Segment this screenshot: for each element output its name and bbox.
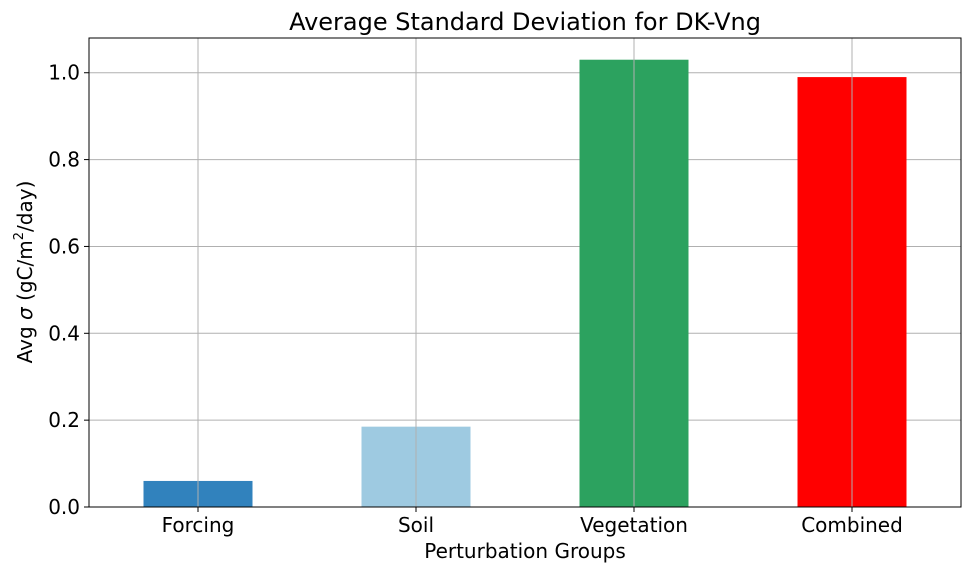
plot-frame — [88, 37, 962, 508]
x-tick-label: Vegetation — [580, 513, 688, 537]
x-tick-label: Forcing — [162, 513, 235, 537]
x-axis-ticks: Forcing Soil Vegetation Combined — [162, 507, 903, 537]
y-axis-title-sigma: σ — [13, 306, 37, 320]
y-axis-title-unit: (gC/m — [13, 240, 37, 307]
y-axis-title: Avg σ (gC/m2/day) — [12, 181, 37, 364]
y-axis-ticks: 0.0 0.2 0.4 0.6 0.8 1.0 — [48, 61, 89, 519]
y-axis-title-prefix: Avg — [13, 320, 37, 363]
x-axis-title: Perturbation Groups — [424, 539, 626, 563]
y-tick-label: 0.4 — [48, 321, 80, 345]
y-axis-title-unit-end: /day) — [13, 181, 37, 232]
x-tick-label: Combined — [801, 513, 903, 537]
y-tick-label: 0.8 — [48, 148, 80, 172]
chart-title: Average Standard Deviation for DK-Vng — [289, 8, 761, 36]
y-tick-label: 0.0 — [48, 495, 80, 519]
y-tick-label: 0.6 — [48, 234, 80, 258]
y-axis-title-superscript: 2 — [12, 232, 27, 240]
y-tick-label: 1.0 — [48, 61, 80, 85]
vertical-gridlines — [197, 38, 853, 507]
x-tick-label: Soil — [398, 513, 434, 537]
y-tick-label: 0.2 — [48, 408, 80, 432]
bars — [143, 59, 907, 508]
